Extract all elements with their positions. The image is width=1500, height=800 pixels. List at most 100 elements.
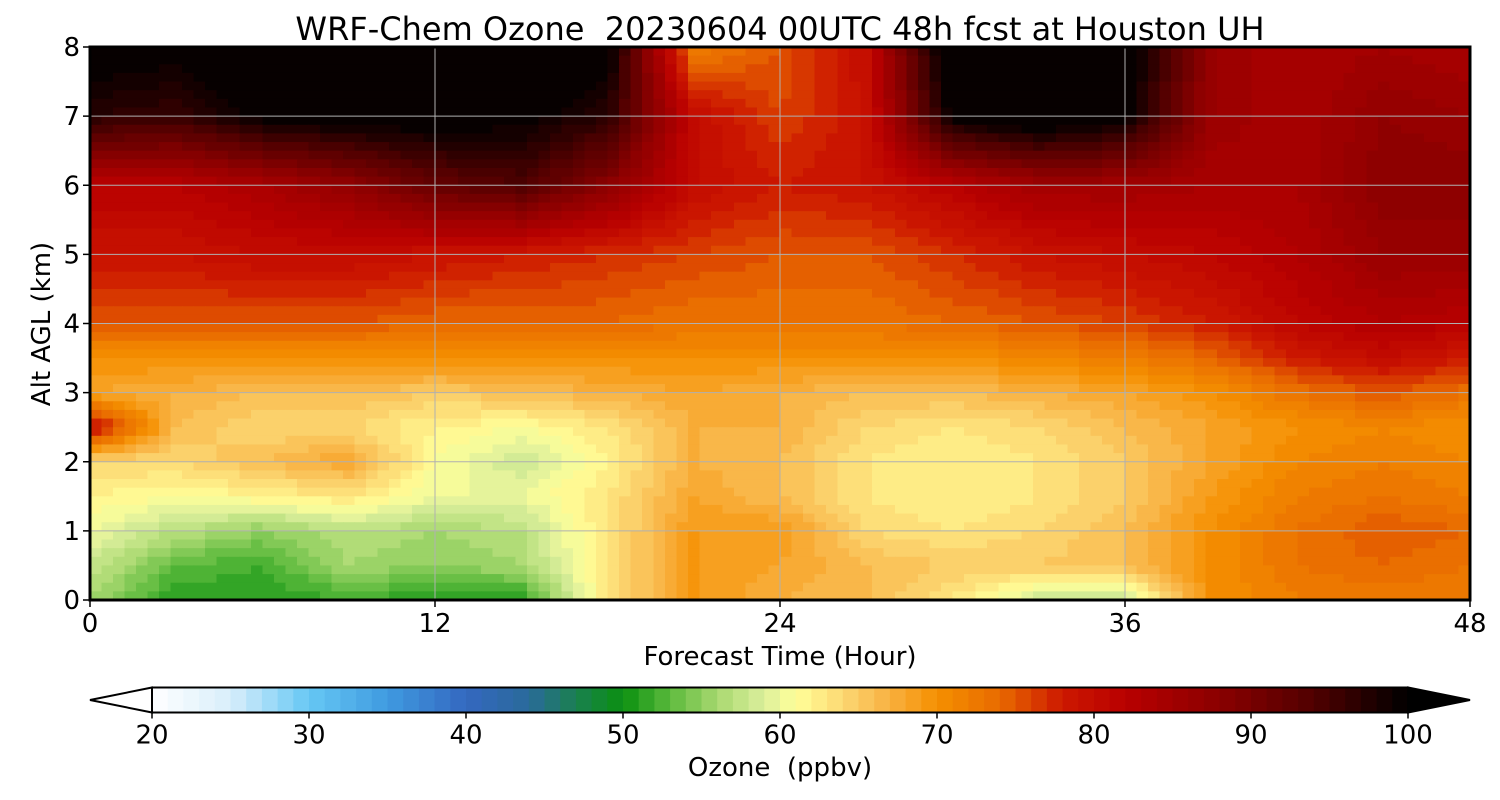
contour-cell [320, 150, 333, 160]
contour-cell [423, 124, 436, 135]
contour-cell [504, 349, 517, 359]
contour-cell [389, 237, 402, 247]
contour-cell [987, 323, 1000, 333]
contour-cell [849, 142, 862, 152]
contour-cell [331, 47, 344, 57]
contour-cell [1263, 133, 1276, 143]
contour-cell [1033, 228, 1046, 238]
contour-cell [1274, 90, 1287, 100]
contour-cell [941, 271, 954, 281]
contour-cell [527, 263, 540, 273]
contour-cell [1067, 228, 1080, 238]
contour-cell [768, 185, 781, 195]
contour-cell [1136, 159, 1149, 169]
contour-cell [895, 401, 908, 411]
contour-cell [584, 332, 597, 342]
contour-cell [1021, 349, 1034, 359]
contour-cell [607, 383, 620, 394]
contour-cell [216, 263, 229, 273]
contour-cell [285, 193, 298, 204]
contour-cell [642, 98, 655, 109]
contour-cell [872, 90, 885, 100]
contour-cell [699, 98, 712, 109]
contour-cell [941, 401, 954, 411]
contour-cell [699, 332, 712, 342]
contour-cell [918, 202, 931, 212]
contour-cell [377, 211, 390, 221]
contour-cell [814, 349, 827, 359]
contour-cell [515, 314, 528, 325]
contour-cell [1401, 150, 1414, 160]
contour-cell [780, 64, 793, 74]
contour-cell [1343, 90, 1356, 100]
contour-cell [159, 306, 172, 316]
contour-cell [1251, 271, 1264, 281]
contour-cell [1389, 219, 1402, 230]
contour-cell [1136, 271, 1149, 281]
contour-cell [423, 314, 436, 325]
contour-cell [550, 185, 563, 195]
contour-cell [1021, 211, 1034, 221]
contour-cell [1458, 107, 1471, 117]
contour-cell [1240, 306, 1253, 316]
contour-cell [446, 375, 459, 385]
contour-cell [584, 64, 597, 74]
contour-cell [400, 159, 413, 169]
contour-cell [113, 306, 126, 316]
contour-cell [228, 219, 241, 230]
contour-cell [1435, 340, 1448, 351]
contour-cell [561, 193, 574, 204]
contour-cell [320, 55, 333, 65]
contour-cell [872, 375, 885, 385]
contour-cell [308, 159, 321, 169]
contour-cell [239, 323, 252, 333]
contour-cell [849, 349, 862, 359]
contour-cell [423, 159, 436, 169]
contour-cell [1102, 332, 1115, 342]
contour-cell [228, 288, 241, 299]
contour-cell [1044, 383, 1057, 394]
contour-cell [1033, 288, 1046, 299]
contour-cell [1171, 64, 1184, 74]
contour-cell [446, 288, 459, 299]
contour-cell [205, 72, 218, 83]
contour-cell [297, 81, 310, 91]
contour-cell [1435, 263, 1448, 273]
contour-cell [400, 116, 413, 126]
contour-cell [1447, 98, 1460, 109]
contour-cell [1297, 72, 1310, 83]
contour-cell [941, 150, 954, 160]
contour-cell [504, 358, 517, 368]
contour-cell [1343, 349, 1356, 359]
contour-cell [837, 358, 850, 368]
contour-cell [814, 142, 827, 152]
contour-cell [699, 72, 712, 83]
contour-cell [343, 375, 356, 385]
contour-cell [1366, 366, 1379, 376]
contour-cell [607, 297, 620, 307]
contour-cell [274, 202, 287, 212]
contour-cell [872, 366, 885, 376]
contour-cell [1090, 228, 1103, 238]
contour-cell [711, 211, 724, 221]
contour-cell [1113, 332, 1126, 342]
contour-cell [492, 176, 505, 186]
contour-cell [918, 167, 931, 178]
contour-cell [205, 392, 218, 402]
contour-cell [331, 263, 344, 273]
contour-cell [101, 297, 114, 307]
contour-cell [1366, 358, 1379, 368]
contour-cell [1021, 280, 1034, 290]
contour-cell [1458, 297, 1471, 307]
contour-cell [412, 340, 425, 351]
contour-cell [653, 392, 666, 402]
contour-cell [849, 150, 862, 160]
contour-cell [768, 47, 781, 57]
contour-cell [929, 98, 942, 109]
contour-cell [561, 228, 574, 238]
contour-cell [239, 98, 252, 109]
contour-cell [975, 150, 988, 160]
contour-cell [1217, 349, 1230, 359]
contour-cell [1044, 358, 1057, 368]
contour-cell [113, 314, 126, 325]
